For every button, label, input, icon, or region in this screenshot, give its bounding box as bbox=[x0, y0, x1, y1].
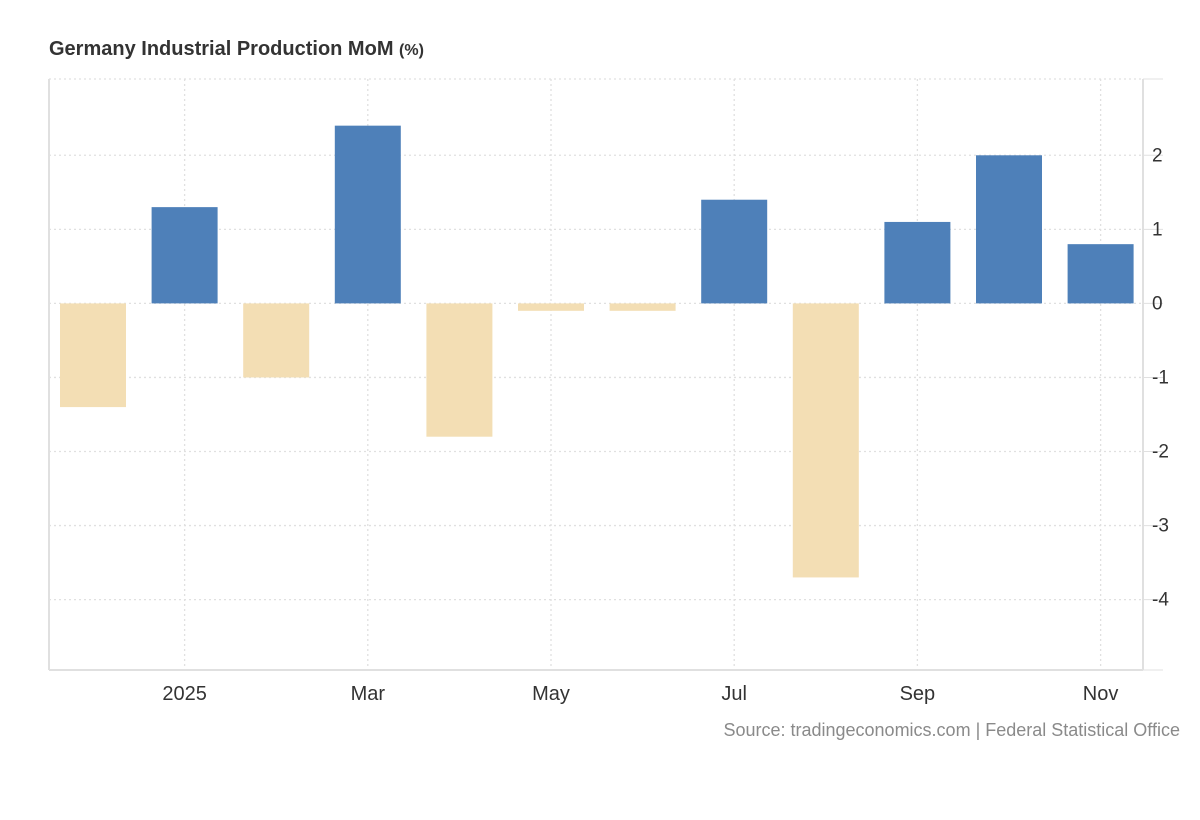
bar-may-2025 bbox=[518, 303, 584, 311]
bar-jul-2025 bbox=[701, 199, 768, 304]
y-tick-labels: 2 1 0 -1 -2 -3 -4 bbox=[1152, 145, 1169, 610]
y-tick-label: -3 bbox=[1152, 516, 1169, 537]
x-tick-label: 2025 bbox=[162, 683, 207, 705]
chart-title: Germany Industrial Production MoM (%) bbox=[49, 38, 424, 61]
x-tick-label: Sep bbox=[900, 683, 936, 705]
y-tick-label: -4 bbox=[1152, 590, 1169, 611]
bars bbox=[60, 125, 1134, 578]
bar-sep-2025 bbox=[884, 221, 951, 304]
x-tick-label: May bbox=[532, 683, 570, 705]
y-tick-label: 0 bbox=[1152, 293, 1163, 314]
bar-jan-2025 bbox=[151, 207, 218, 304]
grid-lines bbox=[49, 78, 1143, 670]
bar-nov-2025 bbox=[1067, 244, 1134, 304]
x-tick-label: Jul bbox=[721, 683, 747, 705]
bar-jun-2025 bbox=[609, 303, 676, 311]
y-tick-label: -1 bbox=[1152, 367, 1169, 388]
bar-dec-2024 bbox=[60, 303, 126, 408]
bar-aug-2025 bbox=[792, 303, 859, 578]
chart-title-text: Germany Industrial Production MoM bbox=[49, 38, 394, 60]
axes bbox=[48, 78, 1163, 671]
bar-oct-2025 bbox=[976, 155, 1042, 304]
x-tick-labels: 2025 Mar May Jul Sep Nov bbox=[162, 683, 1118, 705]
chart-title-unit: (%) bbox=[399, 42, 424, 59]
x-tick-label: Mar bbox=[351, 683, 386, 705]
y-tick-label: 1 bbox=[1152, 219, 1163, 240]
source-note: Source: tradingeconomics.com | Federal S… bbox=[723, 720, 1180, 740]
x-tick-label: Nov bbox=[1083, 683, 1119, 705]
y-tick-label: 2 bbox=[1152, 145, 1163, 166]
bar-feb-2025 bbox=[243, 303, 310, 378]
y-tick-label: -2 bbox=[1152, 442, 1169, 463]
bar-mar-2025 bbox=[334, 125, 401, 304]
bar-apr-2025 bbox=[426, 303, 493, 437]
